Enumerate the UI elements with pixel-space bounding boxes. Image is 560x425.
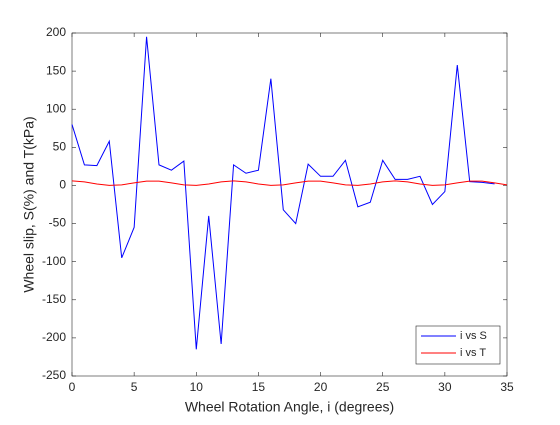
- x-axis-label: Wheel Rotation Angle, i (degrees): [185, 399, 394, 415]
- x-tick-label: 15: [252, 380, 266, 394]
- x-tick-label: 35: [500, 380, 514, 394]
- plot-area: [71, 32, 508, 377]
- y-axis-label: Wheel slip, S(%) and T(kPa): [21, 116, 37, 292]
- series-line: [71, 36, 495, 350]
- legend-label: i vs S: [460, 330, 487, 342]
- y-tick-label: 50: [53, 140, 67, 154]
- legend-label: i vs T: [460, 347, 486, 359]
- y-tick-label: -50: [49, 216, 67, 230]
- x-tick-label: 0: [69, 380, 76, 394]
- y-tick-label: 100: [46, 101, 66, 115]
- legend-box: [415, 325, 501, 365]
- x-tick-label: 10: [190, 380, 204, 394]
- x-tick-label: 5: [131, 380, 138, 394]
- y-tick-label: -200: [42, 330, 66, 344]
- y-tick-label: -250: [42, 368, 66, 382]
- y-tick-label: 150: [46, 63, 66, 77]
- y-tick-label: -150: [42, 292, 66, 306]
- x-tick-label: 25: [376, 380, 390, 394]
- y-tick-label: 0: [59, 178, 66, 192]
- y-tick-label: -100: [42, 254, 66, 268]
- x-tick-label: 30: [438, 380, 452, 394]
- y-tick-label: 200: [46, 25, 66, 39]
- x-tick-label: 20: [314, 380, 328, 394]
- series-line: [71, 180, 508, 186]
